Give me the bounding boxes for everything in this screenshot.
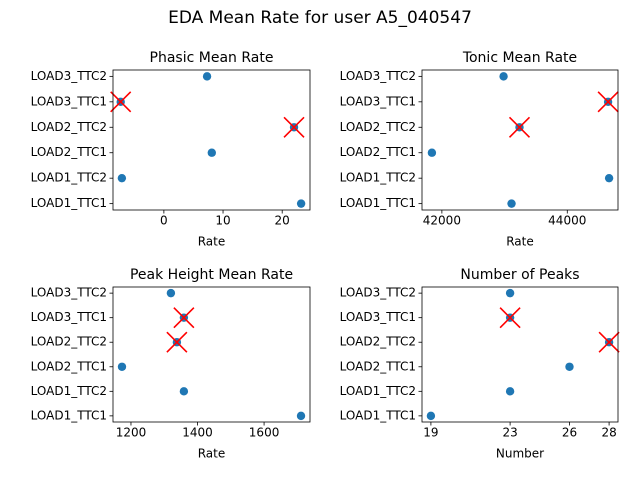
- axes-frame: [112, 286, 311, 423]
- x-tick-label: 28: [601, 426, 616, 440]
- highlight-marker: [166, 331, 188, 353]
- x-tick-label: 1200: [116, 426, 147, 440]
- y-tick-label: LOAD3_TTC2: [31, 286, 107, 300]
- y-tick-label: LOAD1_TTC2: [340, 384, 416, 398]
- y-tick-label: LOAD3_TTC2: [340, 69, 416, 83]
- y-tick-label: LOAD3_TTC1: [340, 94, 416, 108]
- x-tick-label: 20: [275, 214, 290, 228]
- highlight-marker: [597, 91, 619, 113]
- subplot-title: Peak Height Mean Rate: [130, 267, 293, 283]
- highlight-marker: [110, 91, 132, 113]
- x-tick-label: 0: [160, 214, 168, 228]
- y-tick-label: LOAD2_TTC2: [31, 335, 107, 349]
- y-tick-label: LOAD2_TTC1: [340, 359, 416, 373]
- y-tick-label: LOAD3_TTC2: [31, 69, 107, 83]
- point: [507, 199, 516, 208]
- point: [166, 288, 176, 298]
- highlight-marker: [508, 116, 531, 138]
- y-tick-label: LOAD1_TTC2: [31, 171, 107, 185]
- point: [207, 148, 216, 157]
- y-tick-label: LOAD2_TTC2: [31, 120, 107, 134]
- y-tick-label: LOAD1_TTC1: [31, 408, 107, 422]
- x-axis-label: Number: [496, 447, 544, 461]
- highlight-marker: [173, 307, 195, 329]
- point: [565, 362, 574, 371]
- y-tick-label: LOAD1_TTC2: [31, 384, 107, 398]
- point: [427, 148, 437, 157]
- y-tick-label: LOAD3_TTC1: [31, 94, 107, 108]
- x-axis-label: Rate: [198, 447, 226, 461]
- y-tick-label: LOAD1_TTC1: [31, 196, 107, 210]
- y-tick-label: LOAD1_TTC1: [340, 408, 416, 422]
- x-axis-label: Rate: [506, 235, 534, 249]
- highlight-marker: [598, 331, 620, 353]
- axes-frame: [112, 69, 311, 211]
- point: [505, 387, 515, 396]
- point: [296, 199, 306, 208]
- subplot-title: Tonic Mean Rate: [462, 50, 577, 66]
- point: [505, 288, 515, 298]
- y-tick-label: LOAD2_TTC1: [340, 145, 416, 159]
- y-tick-label: LOAD3_TTC1: [31, 310, 107, 324]
- y-tick-label: LOAD1_TTC2: [340, 171, 416, 185]
- x-tick-label: 42000: [423, 214, 461, 228]
- y-tick-label: LOAD2_TTC2: [340, 120, 416, 134]
- point: [179, 387, 189, 396]
- point: [202, 72, 212, 81]
- point: [296, 411, 306, 421]
- highlight-marker: [499, 307, 521, 329]
- point: [604, 173, 614, 183]
- axes-frame: [421, 286, 619, 423]
- x-tick-label: 44000: [548, 214, 586, 228]
- x-tick-label: 26: [562, 426, 577, 440]
- subplot-title: Phasic Mean Rate: [150, 50, 274, 66]
- y-tick-label: LOAD2_TTC2: [340, 335, 416, 349]
- y-tick-label: LOAD3_TTC2: [340, 286, 416, 300]
- x-tick-label: 1600: [249, 426, 280, 440]
- x-tick-label: 1400: [182, 426, 213, 440]
- y-tick-label: LOAD3_TTC1: [340, 310, 416, 324]
- point: [117, 173, 127, 183]
- y-tick-label: LOAD2_TTC1: [31, 359, 107, 373]
- axes-frame: [421, 69, 619, 211]
- y-tick-label: LOAD1_TTC1: [340, 196, 416, 210]
- subplot-title: Number of Peaks: [460, 267, 579, 283]
- x-tick-label: 10: [215, 214, 230, 228]
- x-axis-label: Rate: [198, 235, 226, 249]
- x-tick-label: 19: [423, 426, 438, 440]
- x-tick-label: 23: [502, 426, 517, 440]
- figure-title: EDA Mean Rate for user A5_040547: [168, 8, 472, 28]
- point: [117, 362, 127, 371]
- point: [426, 411, 436, 421]
- point: [499, 72, 508, 81]
- highlight-marker: [283, 116, 305, 138]
- y-tick-label: LOAD2_TTC1: [31, 145, 107, 159]
